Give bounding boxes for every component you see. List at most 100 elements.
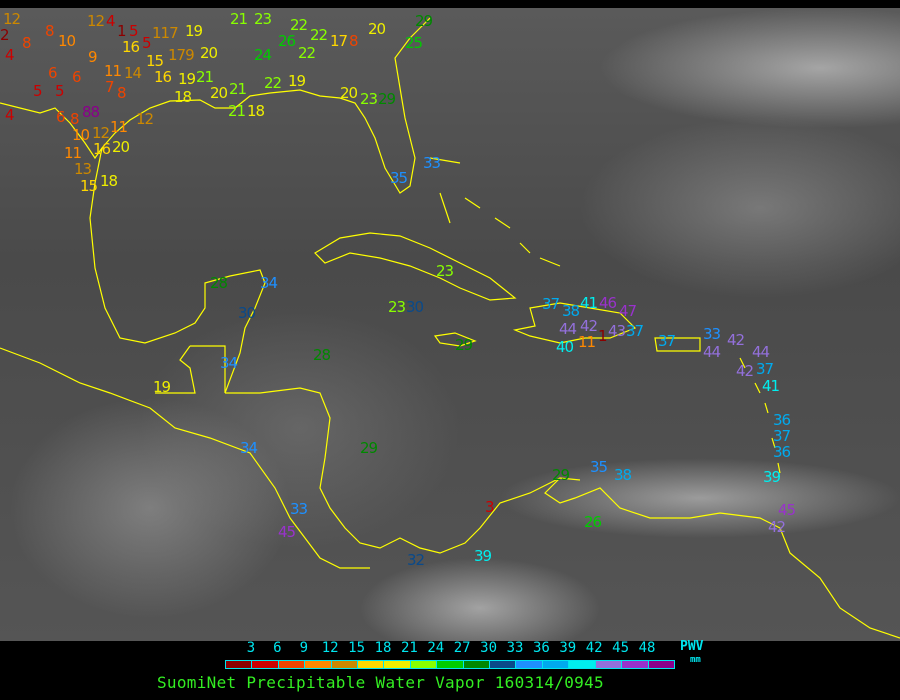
satellite-map: 12 2 8 8 10 4 9 6 6 5 5 11 14 7 8 4 6 8 88 12 10 12 11 16 20 11 13… — [0, 8, 900, 641]
legend-swatch — [437, 661, 464, 668]
station-pwv-value: 29 — [415, 12, 433, 30]
legend-swatch — [252, 661, 279, 668]
legend-tick: 15 — [348, 640, 366, 656]
legend-tick: 6 — [273, 640, 282, 656]
station-pwv-value: 46 — [599, 294, 617, 312]
station-pwv-value: 40 — [556, 338, 574, 356]
station-pwv-value: 29 — [378, 90, 396, 108]
station-pwv-value: 8 — [349, 32, 358, 50]
station-pwv-value: 18 — [247, 102, 265, 120]
puerto-rico-outline — [654, 337, 701, 352]
station-pwv-value: 30 — [238, 304, 256, 322]
station-pwv-value: 8 — [45, 22, 54, 40]
station-pwv-value: 23 — [360, 90, 378, 108]
station-pwv-value: 19 — [153, 378, 171, 396]
station-pwv-value: 12 — [87, 12, 105, 30]
station-pwv-value: 23 — [254, 10, 272, 28]
station-pwv-value: 9 — [88, 48, 97, 66]
station-pwv-value: 44 — [752, 343, 770, 361]
station-pwv-value: 12 — [136, 110, 154, 128]
station-pwv-value: 11 — [578, 333, 596, 351]
station-pwv-value: 22 — [298, 44, 316, 62]
station-pwv-value: 45 — [278, 523, 296, 541]
station-pwv-value: 8 — [22, 34, 31, 52]
station-pwv-value: 36 — [773, 411, 791, 429]
legend-swatch — [648, 661, 674, 668]
station-pwv-value: 21 — [228, 102, 246, 120]
station-pwv-value: 18 — [100, 172, 118, 190]
station-pwv-value: 33 — [703, 325, 721, 343]
station-pwv-value: 6 — [72, 68, 81, 86]
station-pwv-value: 23 — [436, 262, 454, 280]
station-pwv-value: 19 — [178, 70, 196, 88]
station-pwv-value: 5 — [33, 82, 42, 100]
station-pwv-value: 20 — [368, 20, 386, 38]
station-pwv-value: 32 — [407, 551, 425, 569]
station-pwv-value: 7 — [105, 78, 114, 96]
legend-swatch — [490, 661, 517, 668]
station-pwv-value: 8 — [70, 110, 79, 128]
station-pwv-value: 6 — [48, 64, 57, 82]
station-pwv-value: 43 — [608, 322, 626, 340]
legend-tick: 45 — [612, 640, 630, 656]
color-scale-bar — [225, 660, 675, 669]
station-pwv-value: 6 — [56, 108, 65, 126]
legend-tick: 24 — [427, 640, 445, 656]
station-pwv-value: 36 — [773, 443, 791, 461]
station-pwv-value: 8 — [117, 84, 126, 102]
station-pwv-value: 45 — [778, 501, 796, 519]
legend-tick: 12 — [321, 640, 339, 656]
station-pwv-value: 41 — [762, 377, 780, 395]
station-pwv-value: 4 — [106, 12, 115, 30]
station-pwv-value: 21 — [229, 80, 247, 98]
station-pwv-value: 10 — [58, 32, 76, 50]
legend-swatch — [463, 661, 491, 668]
station-pwv-value: 16 — [122, 38, 140, 56]
south-america-coast — [544, 477, 900, 639]
station-pwv-value: 117 — [152, 24, 179, 42]
station-pwv-value: 5 — [142, 34, 151, 52]
coastline-overlay — [0, 17, 900, 639]
station-labels: 12 2 8 8 10 4 9 6 6 5 5 11 14 7 8 4 6 8 88 12 10 12 11 16 20 11 13… — [0, 8, 900, 641]
station-pwv-value: 17 — [330, 32, 348, 50]
station-pwv-value: 12 — [92, 124, 110, 142]
legend-tick: 3 — [246, 640, 256, 656]
station-pwv-value: 38 — [562, 302, 580, 320]
station-pwv-value: 19 — [288, 72, 306, 90]
station-pwv-value: 26 — [278, 32, 296, 50]
station-pwv-value: 37 — [658, 332, 676, 350]
pacific-coast — [0, 347, 370, 569]
station-pwv-value: 22 — [290, 16, 308, 34]
station-pwv-value: 37 — [626, 322, 644, 340]
station-pwv-value: 35 — [590, 458, 608, 476]
station-pwv-value: 25 — [405, 34, 423, 52]
station-pwv-value: 11 — [110, 118, 128, 136]
station-pwv-value: 11 — [64, 144, 82, 162]
legend-tick-labels: 3 6 9 12 15 18 21 24 27 30 33 36 39 42 45 48 — [0, 640, 900, 656]
legend-swatch — [226, 661, 253, 668]
legend-swatch — [595, 661, 623, 668]
legend-swatch — [410, 661, 438, 668]
station-pwv-value: 29 — [455, 336, 473, 354]
legend-swatch — [331, 661, 359, 668]
station-pwv-value: 34 — [260, 274, 278, 292]
legend-tick: 33 — [506, 640, 524, 656]
station-pwv-value: 1 — [117, 22, 126, 40]
station-pwv-value: 3 — [485, 498, 494, 516]
central-america-coast — [225, 387, 581, 554]
station-pwv-value: 34 — [240, 439, 258, 457]
legend-swatch — [305, 661, 332, 668]
legend-swatch — [384, 661, 411, 668]
jamaica-outline — [433, 332, 477, 347]
station-pwv-value: 16 — [154, 68, 172, 86]
legend-tick: 18 — [374, 640, 392, 656]
station-pwv-value: 21 — [230, 10, 248, 28]
station-pwv-value: 33 — [290, 500, 308, 518]
station-pwv-value: 14 — [124, 64, 142, 82]
station-pwv-value: 41 — [580, 294, 598, 312]
legend-swatch — [542, 661, 570, 668]
station-pwv-value: 15 — [146, 52, 164, 70]
station-pwv-value: 37 — [542, 295, 560, 313]
legend-tick: 36 — [532, 640, 550, 656]
legend-tick: 21 — [400, 640, 418, 656]
